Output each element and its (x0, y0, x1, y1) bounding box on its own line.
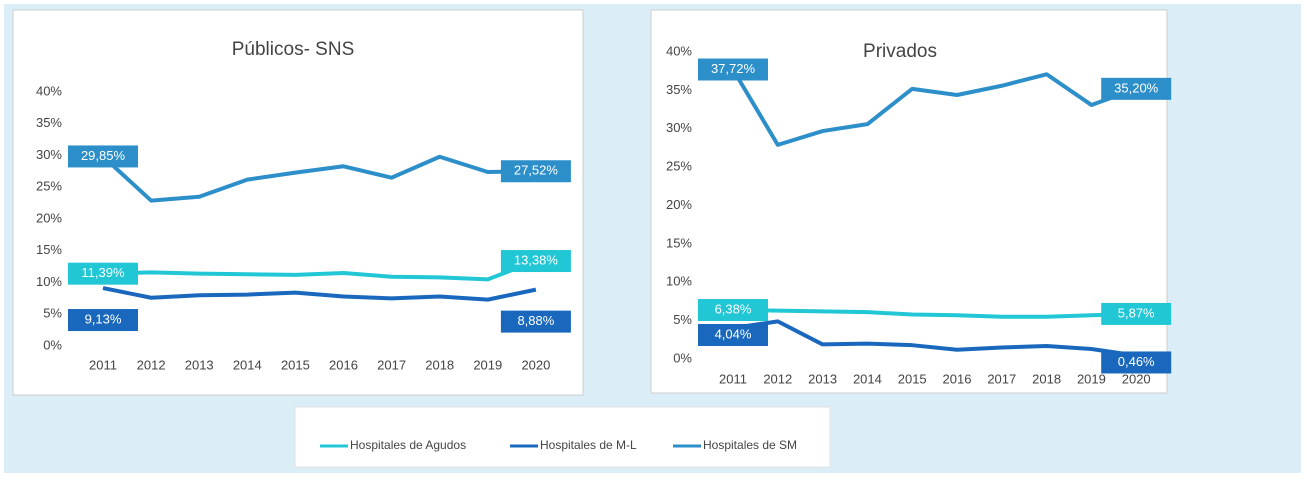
y-tick-label: 35% (666, 82, 692, 97)
y-tick-label: 15% (666, 235, 692, 250)
data-label-box (1101, 351, 1172, 374)
x-tick-label: 2016 (329, 357, 358, 372)
y-tick-label: 25% (36, 179, 62, 194)
x-tick-label: 2013 (808, 371, 837, 386)
x-tick-label: 2014 (853, 371, 882, 386)
x-tick-label: 2011 (89, 357, 117, 372)
data-label: 8,88% (517, 313, 554, 328)
y-tick-label: 35% (36, 115, 62, 130)
data-label-box (698, 299, 768, 322)
y-tick-label: 5% (43, 306, 62, 321)
y-tick-label: 0% (673, 350, 692, 365)
data-label: 35,20% (1114, 80, 1159, 95)
y-tick-label: 10% (36, 274, 62, 289)
x-tick-label: 2020 (521, 357, 550, 372)
data-label-box (698, 323, 768, 346)
x-tick-label: 2015 (281, 357, 310, 372)
data-label: 27,52% (514, 163, 559, 178)
x-tick-label: 2011 (719, 371, 747, 386)
chart-panel (12, 9, 584, 396)
data-label-box (500, 160, 571, 183)
data-label-box (68, 309, 138, 332)
x-tick-label: 2017 (377, 357, 406, 372)
chart-title: Públicos- SNS (232, 39, 355, 60)
x-tick-label: 2014 (233, 357, 262, 372)
data-label-box (500, 310, 571, 333)
y-tick-label: 30% (36, 147, 62, 162)
series-line (102, 286, 537, 302)
legend-panel (294, 406, 831, 468)
data-label: 0,46% (1118, 354, 1155, 369)
data-label-box (500, 250, 571, 273)
x-tick-label: 2019 (1077, 371, 1106, 386)
data-label: 9,13% (85, 311, 122, 326)
data-label-box (68, 145, 138, 168)
x-tick-label: 2018 (425, 357, 454, 372)
x-tick-label: 2012 (137, 357, 166, 372)
y-tick-label: 0% (43, 337, 62, 352)
x-tick-label: 2020 (1122, 371, 1151, 386)
data-label: 29,85% (81, 148, 126, 163)
y-tick-label: 20% (36, 210, 62, 225)
data-label: 5,87% (1118, 305, 1155, 320)
y-tick-label: 10% (666, 274, 692, 289)
data-label: 37,72% (711, 61, 756, 76)
data-label-box (68, 262, 138, 285)
x-tick-label: 2012 (763, 371, 792, 386)
y-tick-label: 20% (666, 197, 692, 212)
legend-label: Hospitales de Agudos (350, 438, 466, 452)
x-tick-label: 2013 (185, 357, 214, 372)
y-tick-label: 40% (36, 83, 62, 98)
series-line (732, 319, 1137, 358)
y-tick-label: 30% (666, 120, 692, 135)
series-line (101, 154, 536, 203)
data-label-box (1101, 77, 1172, 100)
data-label: 6,38% (715, 301, 752, 316)
series-line (732, 308, 1137, 319)
x-tick-label: 2018 (1032, 371, 1061, 386)
x-tick-label: 2016 (943, 371, 972, 386)
chart-title: Privados (863, 41, 937, 62)
data-label-box (1101, 302, 1172, 325)
data-label: 4,04% (715, 326, 752, 341)
data-label: 13,38% (514, 252, 559, 267)
y-tick-label: 15% (36, 242, 62, 257)
y-tick-label: 5% (673, 312, 692, 327)
x-tick-label: 2017 (987, 371, 1016, 386)
x-tick-label: 2015 (898, 371, 927, 386)
data-label-box (698, 58, 768, 81)
data-label: 11,39% (81, 265, 125, 280)
series-line (731, 68, 1137, 147)
y-tick-label: 40% (666, 43, 692, 58)
y-tick-label: 25% (666, 159, 692, 174)
legend-label: Hospitales de SM (703, 438, 797, 452)
legend-label: Hospitales de M-L (540, 438, 637, 452)
series-line (102, 259, 537, 282)
x-tick-label: 2019 (473, 357, 502, 372)
